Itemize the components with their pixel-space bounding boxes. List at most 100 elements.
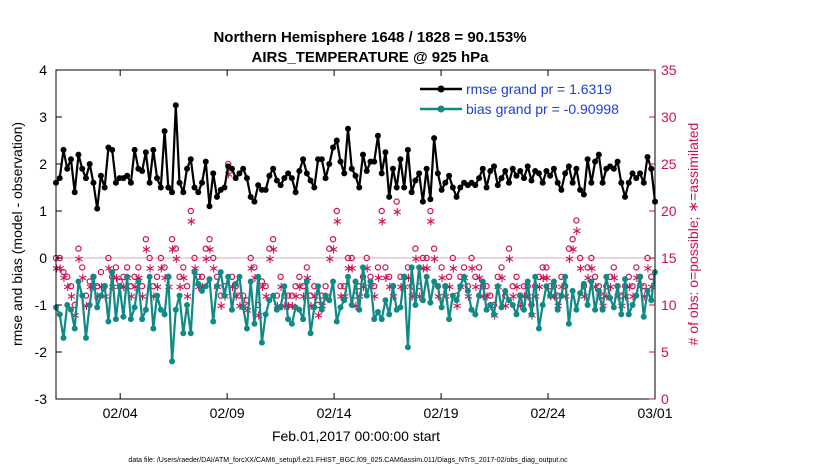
obs-assimilated-marker: ∗ [111,270,122,285]
rmse-point [213,193,220,200]
rmse-point [195,189,202,196]
bias-point [307,330,314,337]
bias-point [637,273,644,280]
rmse-point [622,193,629,200]
obs-assimilated-marker: ∗ [81,298,92,313]
rmse-point [595,151,602,158]
rmse-point [494,182,501,189]
obs-assimilated-marker: ∗ [298,289,309,304]
bias-point [64,302,71,308]
obs-assimilated-marker: ∗ [85,279,96,294]
obs-possible-marker [513,273,520,280]
rmse-point [416,170,423,177]
obs-assimilated-marker: ∗ [246,260,257,275]
rmse-point [262,186,269,193]
bias-point [363,292,370,299]
rmse-point [565,163,572,170]
obs-assimilated-marker: ∗ [137,289,148,304]
obs-assimilated-marker: ∗ [590,279,601,294]
bias-point [535,325,542,332]
obs-possible-marker [198,273,206,280]
obs-assimilated-marker: ∗ [96,279,107,294]
rmse-point [386,193,393,200]
bias-point [648,297,655,304]
rmse-point [71,189,78,196]
bias-point [453,297,460,304]
rmse-point [311,184,318,191]
obs-possible-marker [393,198,400,205]
bias-point [71,325,78,332]
rmse-point [333,137,340,144]
bias-point [348,302,355,308]
obs-possible-marker [191,254,198,262]
bias-point [228,306,235,313]
obs-possible-marker [131,273,138,280]
y-axis-left-label: rmse and bias (model - observation) [9,122,25,346]
bias-point [562,273,569,280]
bias-point [243,325,250,332]
bias-point [127,316,134,323]
rmse-point [266,172,273,179]
bias-point [554,306,561,313]
x-tick-label: 03/01 [637,405,672,421]
rmse-point [303,170,310,177]
bias-point [367,278,374,285]
bias-point [577,290,584,297]
rmse-point [539,179,546,186]
obs-assimilated-marker: ∗ [268,242,279,257]
rmse-point [610,165,617,172]
rmse-point [202,158,209,165]
obs-assimilated-marker: ∗ [306,298,317,313]
rmse-point [277,182,284,189]
bias-point [397,304,404,311]
obs-assimilated-marker: ∗ [512,279,523,294]
obs-possible-marker [494,273,501,280]
rmse-point [438,186,445,193]
obs-possible-marker [146,254,153,262]
rmse-point [270,165,277,172]
obs-assimilated-marker: ∗ [118,279,129,294]
legend-rmse-marker [437,85,445,93]
obs-assimilated-marker: ∗ [583,270,594,285]
bias-point [116,283,123,290]
legend-rmse-label: rmse grand pr = 1.6319 [466,81,612,97]
bias-point [90,273,97,280]
x-tick-label: 02/14 [317,405,352,421]
obs-possible-marker [251,264,258,271]
obs-assimilated-marker: ∗ [343,260,354,275]
obs-possible-marker [412,245,419,252]
rmse-point [318,156,325,163]
bias-point [487,302,494,308]
bias-point [199,287,206,294]
rmse-point [509,165,516,172]
bias-point [431,278,438,285]
rmse-point [401,184,408,191]
bias-point [539,302,546,308]
obs-assimilated-marker: ∗ [55,260,66,275]
obs-possible-marker [385,273,393,280]
rmse-point [247,193,254,200]
rmse-point [243,175,250,182]
rmse-point [633,175,640,182]
bias-point [449,292,456,299]
bias-point [509,302,516,308]
bias-point [491,311,498,318]
bias-point [569,287,576,294]
obs-assimilated-marker: ∗ [549,289,560,304]
bias-point [262,311,269,318]
rmse-point [640,179,647,186]
rmse-point [165,184,172,191]
obs-possible-marker [348,254,355,262]
rmse-point [150,146,157,153]
rmse-point [86,161,93,167]
rmse-point [513,172,520,179]
bias-point [206,276,213,283]
obs-assimilated-marker: ∗ [141,242,152,257]
bias-point [157,306,164,313]
bias-point [75,278,82,285]
rmse-point [330,144,337,151]
obs-assimilated-marker: ∗ [182,289,193,304]
obs-assimilated-marker: ∗ [92,289,103,304]
rmse-point [580,191,587,198]
rmse-point [307,177,314,184]
